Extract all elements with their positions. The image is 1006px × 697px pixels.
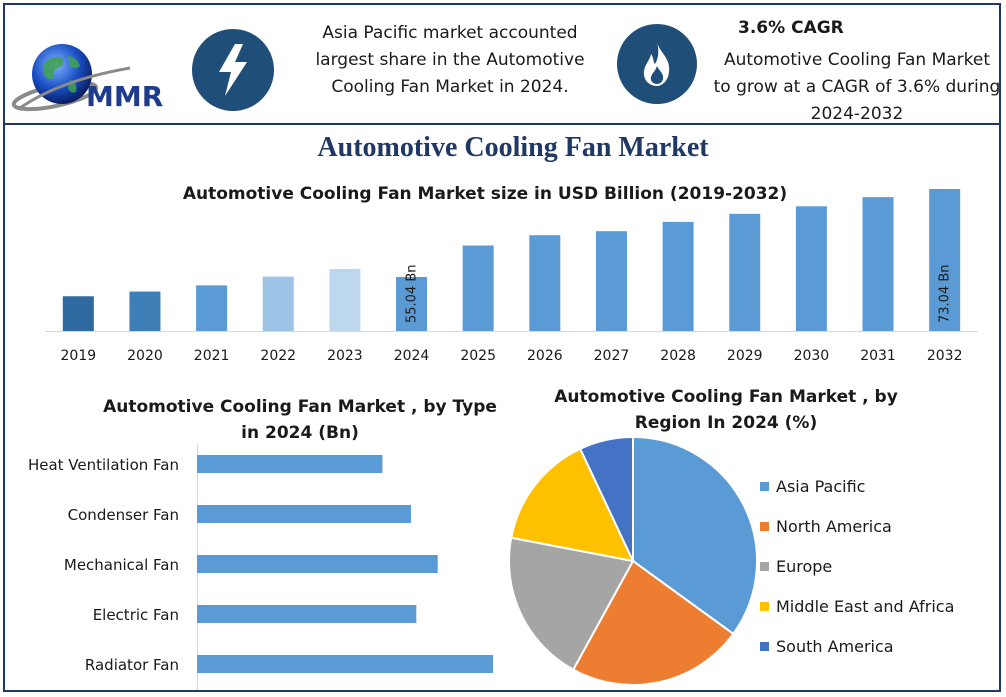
type-category-label: Heat Ventilation Fan <box>28 456 179 474</box>
bar-2031 <box>862 197 894 331</box>
legend-item: Asia Pacific <box>760 466 1000 506</box>
stat1-text: Asia Pacific market accounted largest sh… <box>300 20 600 101</box>
legend-swatch <box>760 521 769 531</box>
x-tick-label: 2029 <box>727 348 763 364</box>
bar-2025 <box>462 245 494 331</box>
flame-icon <box>617 24 697 104</box>
legend-label: Europe <box>776 556 833 576</box>
x-tick-label: 2030 <box>794 348 830 364</box>
type-chart-title-line: in 2024 (Bn) <box>241 423 359 443</box>
legend-label: Middle East and Africa <box>776 596 955 616</box>
pie-slice <box>632 435 758 636</box>
stat2-line: to grow at a CAGR of 3.6% during <box>713 77 1001 97</box>
legend-item: South America <box>760 626 1000 666</box>
region-legend: Asia Pacific North America Europe Middle… <box>760 466 1000 666</box>
bar-2029 <box>729 213 761 331</box>
x-tick-label: 2024 <box>394 348 430 364</box>
bar-2021 <box>196 285 228 331</box>
page-frame <box>3 3 1001 692</box>
mmr-logo: MMR <box>10 36 190 116</box>
header-divider <box>3 123 1001 125</box>
type-category-label: Mechanical Fan <box>64 556 179 574</box>
lightning-bolt-icon <box>192 29 274 111</box>
x-tick-label: 2020 <box>127 348 163 364</box>
bar-2026 <box>529 235 561 331</box>
bar-2032 <box>929 189 961 331</box>
region-chart-title-line: Automotive Cooling Fan Market , by <box>554 387 898 407</box>
type-bar <box>197 655 493 673</box>
bar-2019 <box>62 296 94 331</box>
region-chart-title-line: Region In 2024 (%) <box>634 413 818 433</box>
legend-swatch <box>760 561 769 571</box>
legend-swatch <box>760 481 769 491</box>
bar-2022 <box>262 276 294 331</box>
type-category-label: Condenser Fan <box>68 506 179 524</box>
bar-2020 <box>129 291 161 331</box>
bar-2030 <box>795 206 827 331</box>
bar-2027 <box>595 231 627 331</box>
region-chart-title: Automotive Cooling Fan Market , by Regio… <box>526 384 926 436</box>
type-bar <box>197 455 383 473</box>
bar-chart-title: Automotive Cooling Fan Market size in US… <box>182 184 788 204</box>
x-tick-label: 2026 <box>527 348 563 364</box>
bar-2028 <box>662 221 694 331</box>
x-tick-label: 2019 <box>61 348 97 364</box>
stat2-text: Automotive Cooling Fan Market to grow at… <box>712 47 1002 128</box>
bar-2023 <box>329 268 361 331</box>
x-tick-label: 2027 <box>594 348 630 364</box>
type-category-label: Electric Fan <box>93 606 179 624</box>
stat1-line: Asia Pacific market accounted <box>322 23 578 43</box>
stat1-line: largest share in the Automotive <box>315 50 585 70</box>
type-bar <box>197 605 417 623</box>
x-tick-label: 2025 <box>460 348 496 364</box>
data-label: 55.04 Bn <box>405 264 420 323</box>
x-tick-label: 2028 <box>660 348 696 364</box>
legend-item: Europe <box>760 546 1000 586</box>
page-title: Automotive Cooling Fan Market <box>317 132 709 163</box>
x-tick-label: 2021 <box>194 348 230 364</box>
legend-swatch <box>760 601 769 611</box>
cagr-title: 3.6% CAGR <box>738 18 844 38</box>
x-tick-label: 2022 <box>260 348 296 364</box>
legend-label: South America <box>776 636 894 656</box>
legend-label: Asia Pacific <box>776 476 866 496</box>
pie-slice <box>508 536 635 672</box>
x-tick-label: 2031 <box>860 348 896 364</box>
bar-2024 <box>396 276 428 331</box>
type-chart-title: Automotive Cooling Fan Market , by Type … <box>80 394 520 446</box>
type-category-label: Radiator Fan <box>85 656 179 674</box>
type-bar <box>197 505 411 523</box>
legend-item: North America <box>760 506 1000 546</box>
logo-text: MMR <box>86 80 163 113</box>
x-tick-label: 2023 <box>327 348 363 364</box>
data-label: 73.04 Bn <box>938 264 953 323</box>
stat2-line: 2024-2032 <box>810 104 904 124</box>
legend-label: North America <box>776 516 892 536</box>
type-bar <box>197 555 438 573</box>
type-chart-title-line: Automotive Cooling Fan Market , by Type <box>103 397 497 417</box>
legend-swatch <box>760 641 769 651</box>
stat2-line: Automotive Cooling Fan Market <box>723 50 991 70</box>
pie-slice <box>510 447 635 563</box>
legend-item: Middle East and Africa <box>760 586 1000 626</box>
stat1-line: Cooling Fan Market in 2024. <box>331 77 569 97</box>
pie-slice <box>578 435 634 562</box>
x-tick-label: 2032 <box>927 348 963 364</box>
pie-slice <box>571 559 735 686</box>
